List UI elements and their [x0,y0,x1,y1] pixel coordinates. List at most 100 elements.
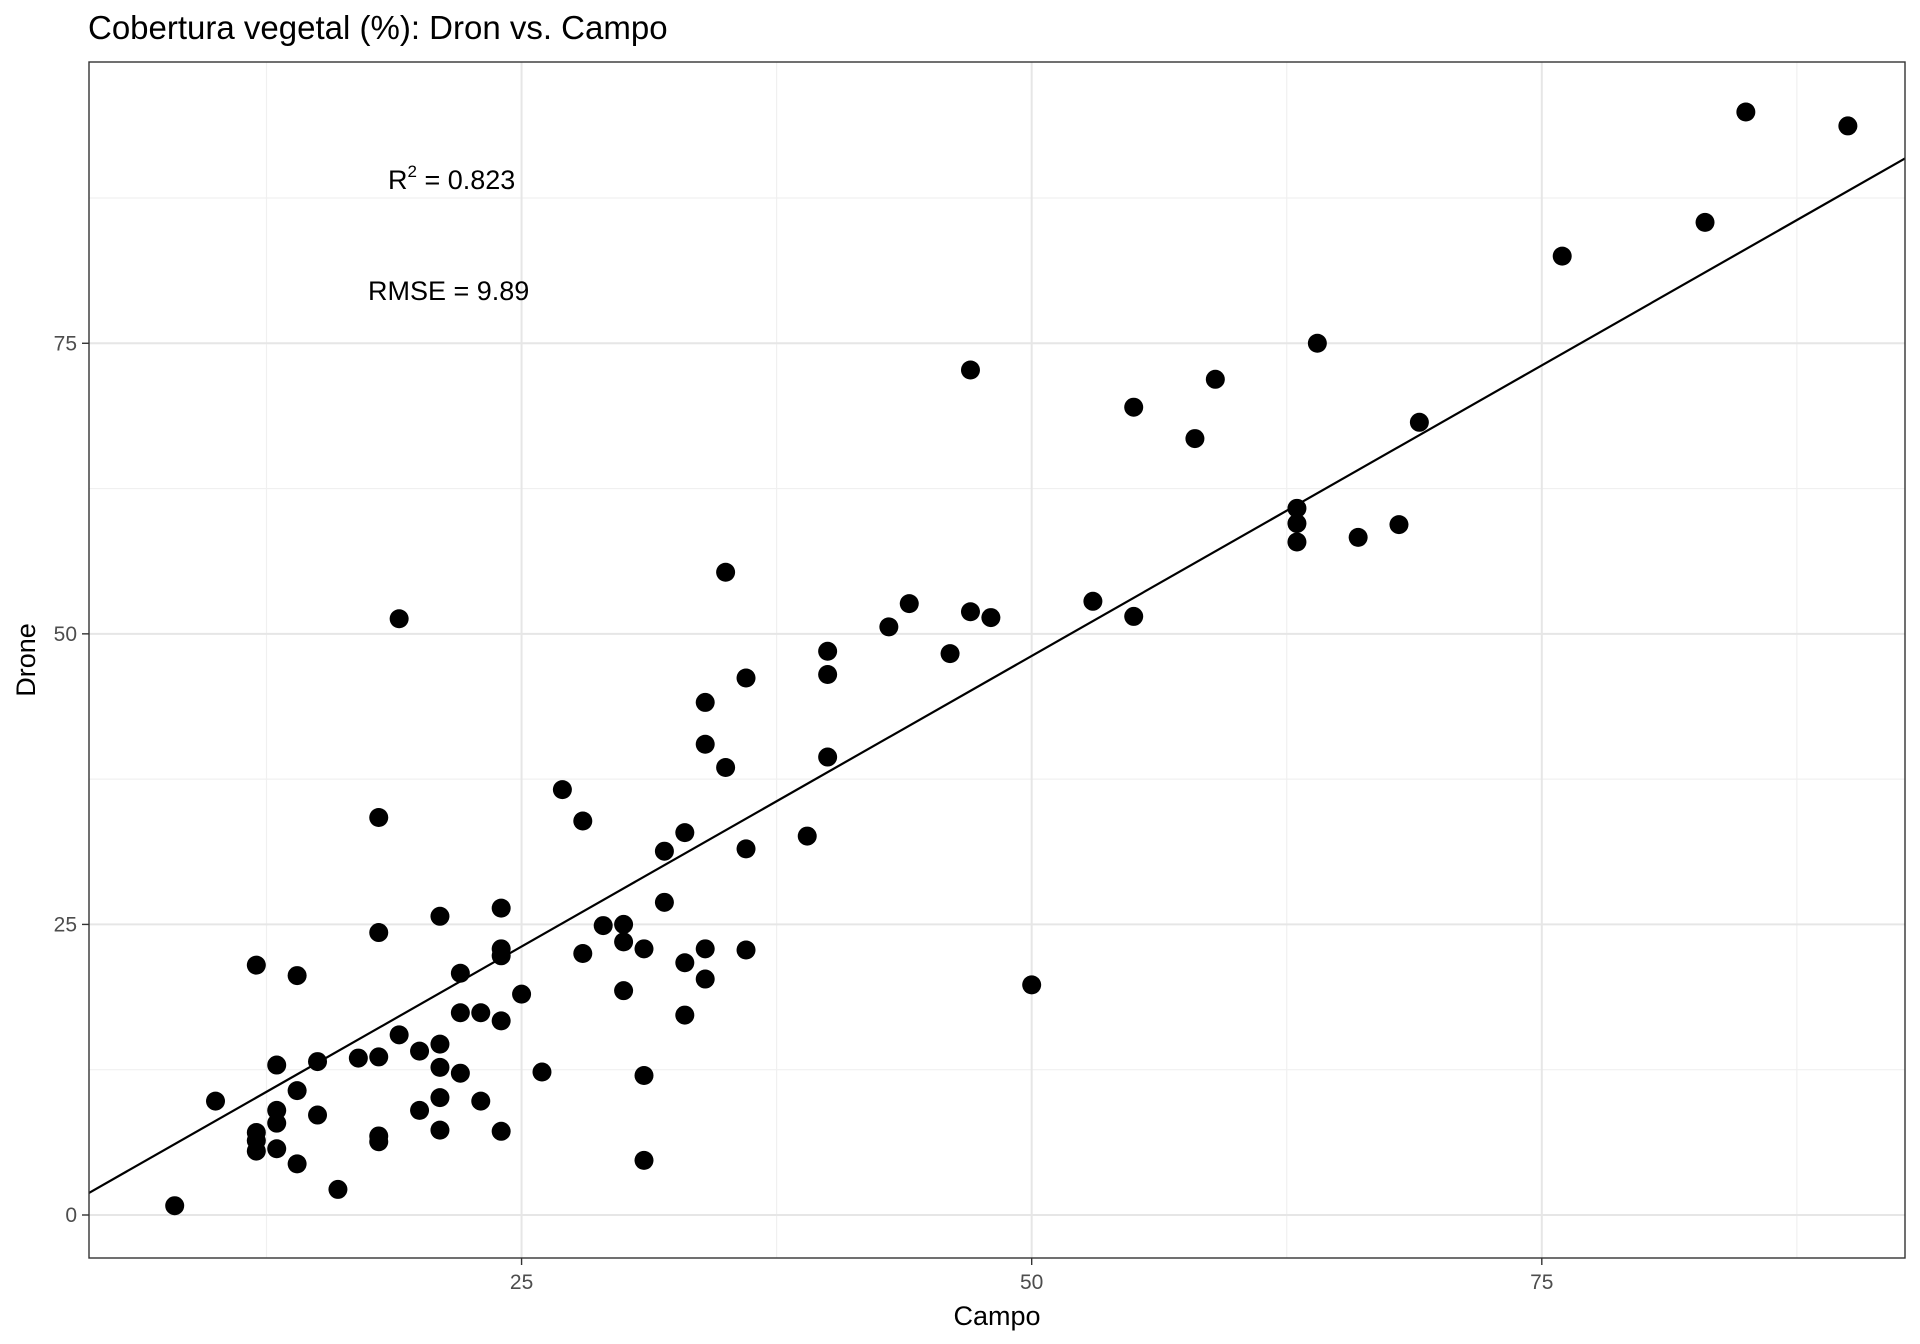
data-point [450,1063,470,1083]
data-point [430,1057,450,1077]
y-tick-label: 75 [54,332,77,355]
data-point [695,692,715,712]
data-point [450,1003,470,1023]
r2-value: = 0.823 [417,165,515,195]
x-tick-label: 25 [510,1271,533,1294]
x-axis-ticks: 25 50 75 [510,1258,1553,1294]
data-point [736,940,756,960]
data-point [491,946,511,966]
grid-major [89,62,1905,1258]
data-point [410,1041,430,1061]
data-point [675,823,695,843]
data-point [532,1062,552,1082]
data-point [1287,498,1307,518]
data-point [430,1034,450,1054]
data-point [818,747,838,767]
data-point [736,839,756,859]
data-point [1287,513,1307,533]
data-point [960,602,980,622]
data-point [716,562,736,582]
data-point [308,1052,328,1072]
data-point [471,1091,491,1111]
data-point [940,644,960,664]
data-points [165,102,1858,1216]
data-point [389,609,409,629]
data-point [552,780,572,800]
data-point [1307,333,1327,353]
data-point [471,1003,491,1023]
x-tick-label: 75 [1530,1271,1553,1294]
data-point [491,1121,511,1141]
data-point [573,943,593,963]
data-point [267,1055,287,1075]
data-point [797,826,817,846]
data-point [1389,515,1409,535]
r2-annotation: R2 = 0.823 [388,162,515,195]
data-point [369,923,389,943]
r2-prefix: R [388,165,408,195]
data-point [369,1047,389,1067]
data-point [1736,102,1756,122]
y-axis-title: Drone [11,623,41,697]
plot-panel [89,62,1905,1258]
data-point [1124,606,1144,626]
data-point [818,665,838,685]
data-point [287,1081,307,1101]
data-point [491,898,511,918]
data-point [246,1141,266,1161]
data-point [1348,527,1368,547]
data-point [695,734,715,754]
data-point [675,1005,695,1025]
data-point [695,969,715,989]
y-tick-label: 50 [54,623,77,646]
x-axis-title: Campo [953,1301,1040,1331]
data-point [267,1139,287,1159]
data-point [267,1113,287,1133]
y-tick-label: 0 [65,1204,77,1227]
data-point [675,953,695,973]
data-point [614,981,634,1001]
data-point [716,758,736,778]
data-point [1552,246,1572,266]
data-point [165,1196,185,1216]
data-point [246,955,266,975]
data-point [1287,532,1307,552]
data-point [1185,429,1205,449]
data-point [430,1088,450,1108]
data-point [695,939,715,959]
regression-line [88,157,1906,1194]
data-point [308,1105,328,1125]
data-point [512,984,532,1004]
data-point [410,1100,430,1120]
y-axis-ticks: 0 25 50 75 [54,332,89,1227]
data-point [430,1120,450,1140]
data-point [430,906,450,926]
data-point [614,932,634,952]
x-tick-label: 50 [1020,1271,1043,1294]
data-point [1124,397,1144,417]
data-point [818,641,838,661]
data-point [328,1179,348,1199]
data-point [287,966,307,986]
grid-minor [89,62,1905,1258]
data-point [614,914,634,934]
data-point [634,939,654,959]
data-point [899,594,919,614]
data-point [593,916,613,936]
data-point [287,1154,307,1174]
data-point [369,807,389,827]
data-point [369,1132,389,1152]
data-point [960,360,980,380]
data-point [654,841,674,861]
data-point [389,1025,409,1045]
data-point [1083,591,1103,611]
data-point [1838,116,1858,136]
data-point [1695,212,1715,232]
data-point [1022,975,1042,995]
data-point [736,668,756,688]
data-point [348,1048,368,1068]
plot-border [88,61,1906,1259]
chart-title: Cobertura vegetal (%): Dron vs. Campo [88,9,668,46]
data-point [1205,369,1225,389]
